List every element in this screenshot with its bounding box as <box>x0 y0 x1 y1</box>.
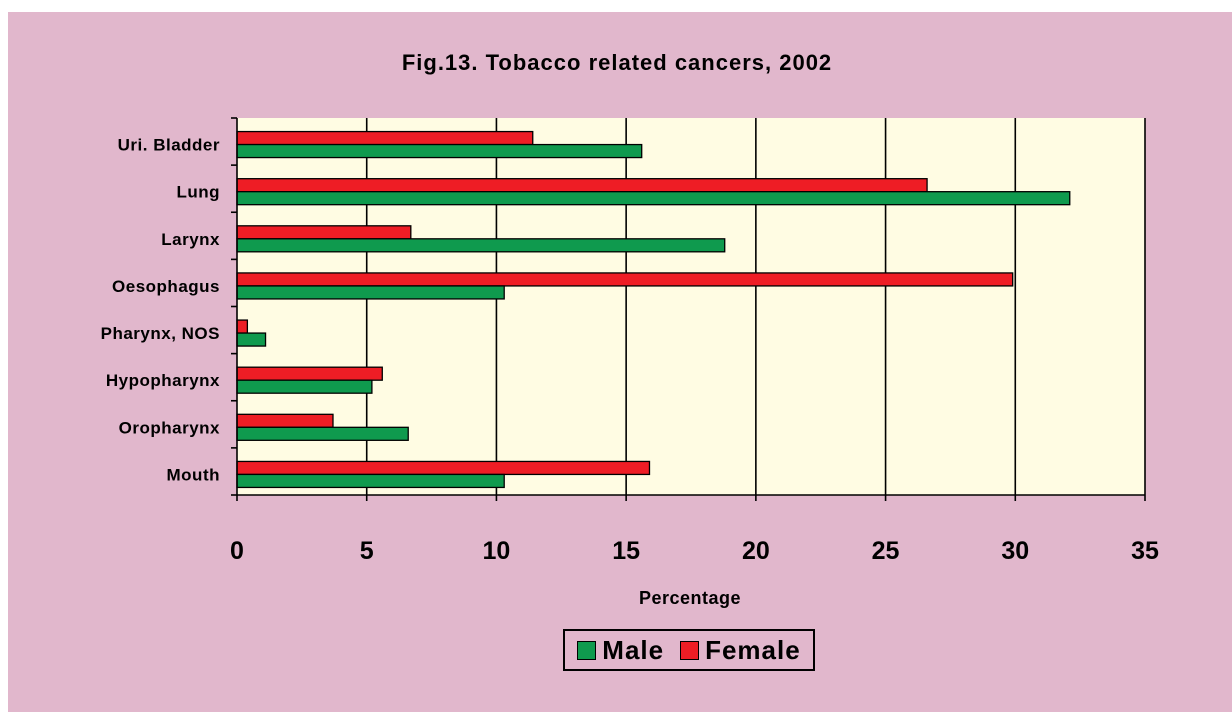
x-tick-label: 10 <box>483 537 511 565</box>
x-tick-label: 35 <box>1131 537 1159 565</box>
bar-male <box>236 191 1071 206</box>
axes <box>231 117 1146 501</box>
bar-female <box>236 366 383 381</box>
bar-female <box>236 178 928 193</box>
bar-female <box>236 130 534 146</box>
x-tick-label: 0 <box>230 537 244 565</box>
bars <box>236 130 1071 489</box>
legend-label-female: Female <box>705 634 801 665</box>
legend-label-male: Male <box>602 634 665 665</box>
bar-female <box>236 319 249 334</box>
bar-female <box>236 225 412 240</box>
y-tick-label: Mouth <box>167 465 220 484</box>
bar-male <box>236 426 409 441</box>
y-tick-label: Larynx <box>161 230 220 249</box>
legend-swatch-female <box>680 640 700 660</box>
bar-female <box>236 460 651 476</box>
x-tick-label: 20 <box>742 537 770 565</box>
legend-item-female: Female <box>680 635 801 666</box>
chart-title: Fig.13. Tobacco related cancers, 2002 <box>402 50 832 75</box>
bar-male <box>236 238 726 253</box>
x-tick-labels: 0 5 10 15 20 25 30 35 <box>230 537 1159 565</box>
x-tick-label: 30 <box>1001 537 1029 565</box>
y-tick-labels: Uri. Bladder Lung Larynx Oesophagus Pharynx,… <box>101 136 220 485</box>
y-tick-label: Uri. Bladder <box>118 136 220 155</box>
bar-male <box>236 379 373 394</box>
x-tick-label: 25 <box>872 537 900 565</box>
bar-male <box>236 285 505 300</box>
chart-legend: Male Female <box>563 629 815 671</box>
legend-swatch-male <box>577 640 597 660</box>
x-tick-label: 5 <box>360 537 374 565</box>
bar-male <box>236 473 505 489</box>
y-tick-label: Oropharynx <box>119 418 220 437</box>
x-axis-label: Percentage <box>639 588 741 608</box>
y-tick-label: Hypopharynx <box>106 371 220 390</box>
x-tick-label: 15 <box>612 537 640 565</box>
bar-male <box>236 332 267 347</box>
legend-item-male: Male <box>577 635 664 666</box>
y-tick-label: Oesophagus <box>112 277 220 296</box>
y-tick-label: Pharynx, NOS <box>101 324 220 343</box>
y-tick-label: Lung <box>176 183 220 202</box>
bar-female <box>236 413 334 428</box>
bar-male <box>236 143 643 159</box>
bar-female <box>236 272 1014 287</box>
